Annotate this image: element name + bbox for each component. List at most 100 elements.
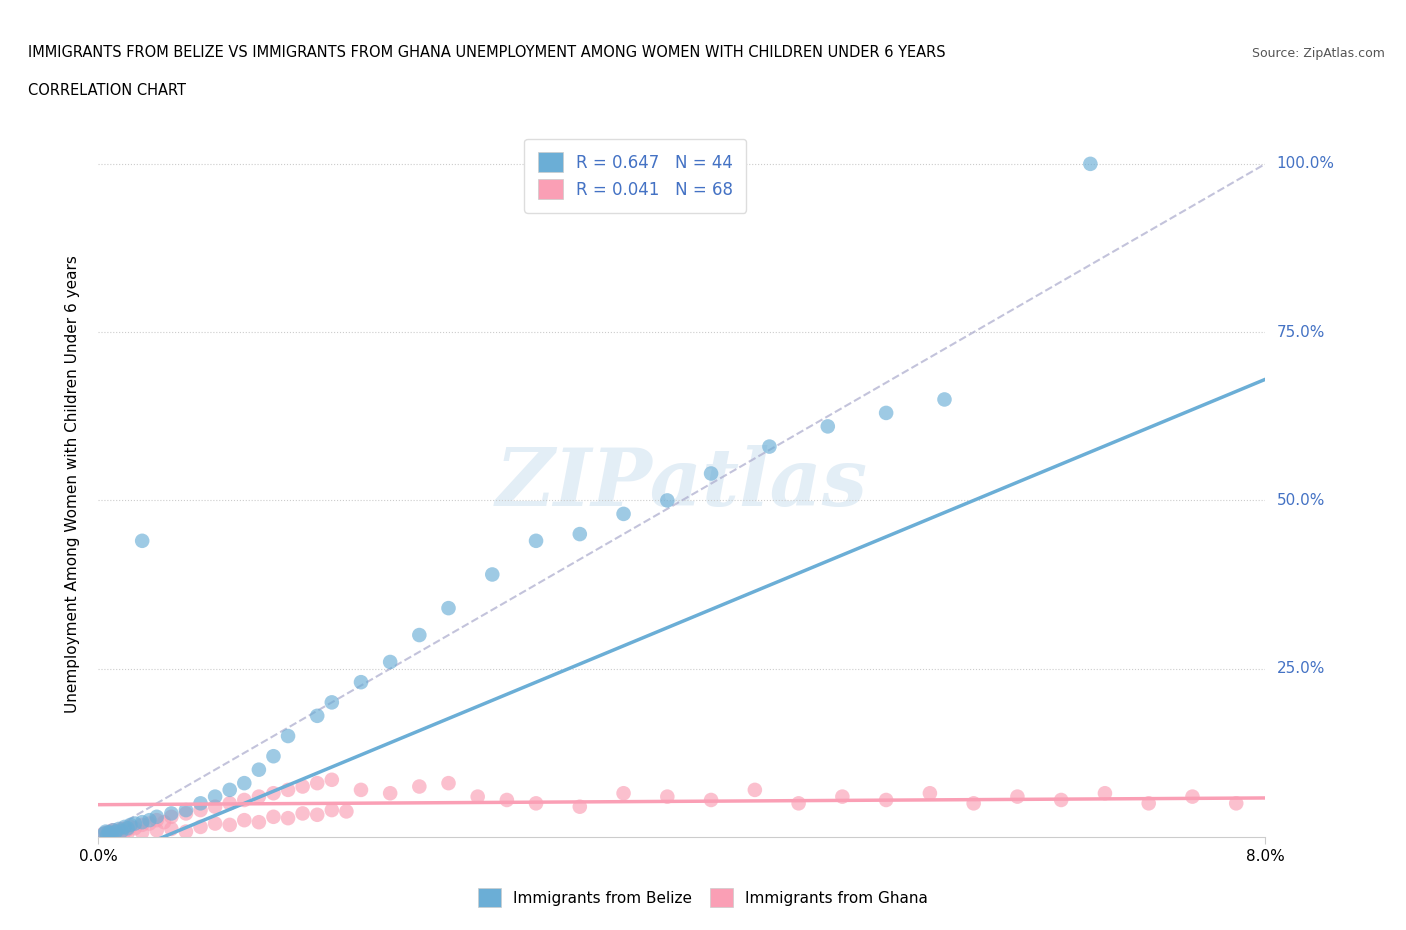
Point xyxy=(233,792,256,807)
Point xyxy=(934,392,956,407)
Point xyxy=(101,826,124,841)
Point xyxy=(291,806,314,821)
Point xyxy=(131,534,153,549)
Text: CORRELATION CHART: CORRELATION CHART xyxy=(28,83,186,98)
Point xyxy=(131,815,153,830)
Point xyxy=(307,776,329,790)
Point xyxy=(247,763,270,777)
Point xyxy=(124,817,146,831)
Point xyxy=(204,799,226,814)
Point xyxy=(190,819,212,834)
Point xyxy=(1007,790,1029,804)
Point xyxy=(918,786,941,801)
Point xyxy=(817,418,839,433)
Point xyxy=(787,796,810,811)
Point xyxy=(277,811,299,826)
Point xyxy=(114,819,136,834)
Point xyxy=(378,655,402,670)
Point xyxy=(568,526,591,541)
Point xyxy=(335,804,357,818)
Point xyxy=(146,813,169,828)
Point xyxy=(104,824,127,839)
Point xyxy=(98,824,121,839)
Point xyxy=(101,823,124,838)
Point xyxy=(131,817,153,832)
Point xyxy=(97,825,120,840)
Point xyxy=(481,567,503,582)
Point xyxy=(291,779,314,794)
Point xyxy=(101,823,124,838)
Point xyxy=(114,824,136,839)
Point xyxy=(117,821,139,836)
Point xyxy=(321,803,343,817)
Point xyxy=(218,782,240,797)
Point xyxy=(146,823,169,838)
Point xyxy=(700,466,723,481)
Point xyxy=(108,823,131,838)
Point xyxy=(1050,792,1073,807)
Point xyxy=(94,826,117,841)
Point xyxy=(117,826,139,841)
Point xyxy=(612,507,634,522)
Point xyxy=(1225,796,1247,811)
Point xyxy=(744,782,766,797)
Point xyxy=(657,790,679,804)
Point xyxy=(160,806,183,821)
Point xyxy=(204,817,226,831)
Point xyxy=(408,628,430,643)
Point xyxy=(524,534,547,549)
Point xyxy=(262,749,284,764)
Point xyxy=(160,809,183,824)
Point xyxy=(174,806,197,821)
Point xyxy=(437,776,460,790)
Point xyxy=(307,807,329,822)
Text: 25.0%: 25.0% xyxy=(1277,661,1324,676)
Point xyxy=(247,790,270,804)
Point xyxy=(758,439,780,454)
Text: 75.0%: 75.0% xyxy=(1277,325,1324,339)
Point xyxy=(612,786,634,801)
Point xyxy=(321,772,343,787)
Point xyxy=(262,786,284,801)
Point xyxy=(120,819,142,834)
Point xyxy=(138,817,160,831)
Legend: Immigrants from Belize, Immigrants from Ghana: Immigrants from Belize, Immigrants from … xyxy=(471,883,935,913)
Point xyxy=(277,782,299,797)
Point xyxy=(233,776,256,790)
Text: IMMIGRANTS FROM BELIZE VS IMMIGRANTS FROM GHANA UNEMPLOYMENT AMONG WOMEN WITH CH: IMMIGRANTS FROM BELIZE VS IMMIGRANTS FRO… xyxy=(28,46,946,60)
Point xyxy=(233,813,256,828)
Point xyxy=(218,796,240,811)
Point xyxy=(96,828,118,843)
Point xyxy=(120,817,142,832)
Point xyxy=(174,803,197,817)
Point xyxy=(146,809,169,824)
Point xyxy=(108,821,131,836)
Point xyxy=(247,815,270,830)
Point xyxy=(962,796,984,811)
Point xyxy=(97,828,120,843)
Point xyxy=(568,799,591,814)
Point xyxy=(831,790,853,804)
Point xyxy=(138,813,160,828)
Point xyxy=(437,601,460,616)
Point xyxy=(1137,796,1160,811)
Point xyxy=(124,821,146,836)
Point xyxy=(91,827,114,842)
Point xyxy=(408,779,430,794)
Text: 50.0%: 50.0% xyxy=(1277,493,1324,508)
Point xyxy=(218,817,240,832)
Point xyxy=(496,792,519,807)
Point xyxy=(350,782,373,797)
Legend: R = 0.647   N = 44, R = 0.041   N = 68: R = 0.647 N = 44, R = 0.041 N = 68 xyxy=(524,139,747,213)
Text: ZIPatlas: ZIPatlas xyxy=(496,445,868,523)
Point xyxy=(117,822,139,837)
Point xyxy=(321,695,343,710)
Point xyxy=(94,824,117,839)
Point xyxy=(467,790,489,804)
Point xyxy=(524,796,547,811)
Point xyxy=(174,824,197,839)
Point xyxy=(378,786,402,801)
Point xyxy=(262,809,284,824)
Point xyxy=(1181,790,1204,804)
Point xyxy=(100,827,122,842)
